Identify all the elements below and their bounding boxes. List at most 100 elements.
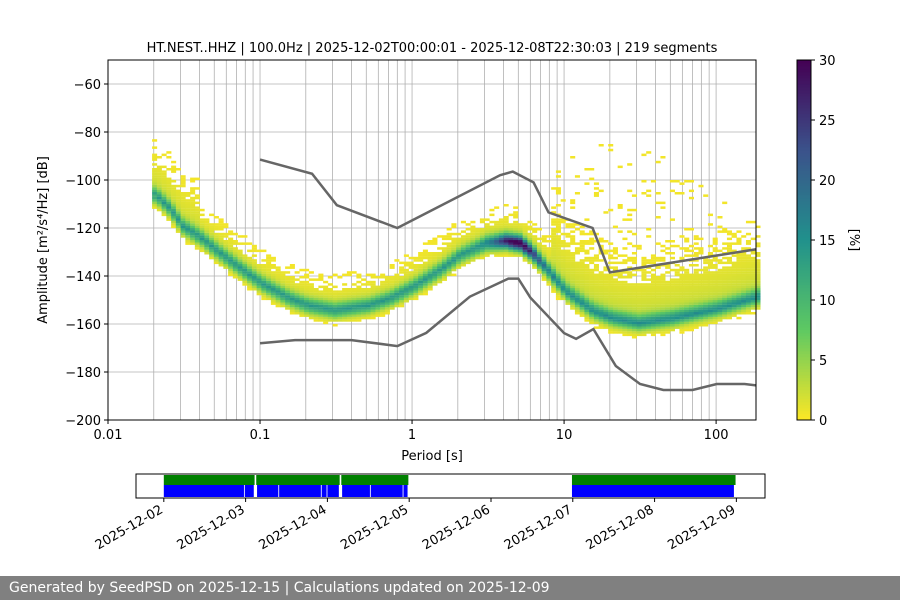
colorbar-tick-label: 25 bbox=[819, 114, 836, 129]
psd-cell bbox=[636, 309, 642, 313]
psd-cell bbox=[612, 268, 618, 272]
psd-cell bbox=[237, 254, 243, 257]
psd-cell bbox=[707, 297, 713, 301]
psd-cell bbox=[688, 180, 694, 183]
psd-cell bbox=[403, 288, 409, 291]
psd-cell bbox=[251, 268, 257, 272]
psd-cell bbox=[199, 235, 205, 238]
psd-cell bbox=[327, 283, 333, 286]
psd-cell bbox=[513, 223, 519, 226]
psd-cell bbox=[589, 276, 595, 279]
psd-cell bbox=[218, 259, 224, 262]
psd-cell bbox=[285, 271, 291, 274]
psd-cell bbox=[327, 290, 333, 293]
psd-cell bbox=[693, 321, 699, 325]
psd-cell bbox=[631, 321, 637, 325]
psd-cell bbox=[703, 194, 709, 197]
psd-cell bbox=[603, 285, 609, 289]
y-axis-label: Amplitude [m²/s⁴/Hz] [dB] bbox=[36, 156, 51, 324]
psd-cell bbox=[589, 319, 595, 322]
psd-cell bbox=[736, 304, 742, 308]
psd-cell bbox=[503, 225, 509, 229]
psd-cell bbox=[456, 240, 462, 243]
psd-cell bbox=[384, 292, 390, 296]
psd-cell bbox=[736, 309, 742, 313]
psd-cell bbox=[270, 259, 276, 262]
psd-cell bbox=[655, 314, 661, 317]
psd-cell bbox=[598, 295, 604, 298]
psd-cell bbox=[593, 280, 599, 284]
psd-cell bbox=[603, 316, 609, 320]
chart-title: HT.NEST..HHZ | 100.0Hz | 2025-12-02T00:0… bbox=[147, 41, 718, 56]
psd-cell bbox=[470, 249, 476, 253]
psd-cell bbox=[741, 259, 747, 262]
psd-cell bbox=[266, 266, 272, 269]
psd-cell bbox=[437, 280, 443, 284]
psd-cell bbox=[194, 220, 200, 224]
psd-segment-bar bbox=[571, 485, 734, 497]
psd-cell bbox=[717, 288, 723, 291]
psd-cell bbox=[584, 271, 590, 274]
psd-cell bbox=[384, 297, 390, 301]
psd-cell bbox=[209, 225, 215, 229]
psd-cell bbox=[422, 264, 428, 267]
psd-cell bbox=[622, 276, 628, 279]
psd-cell bbox=[313, 292, 319, 296]
psd-cell bbox=[261, 278, 267, 281]
psd-cell bbox=[703, 285, 709, 289]
psd-cell bbox=[612, 273, 618, 277]
psd-cell bbox=[726, 261, 732, 265]
psd-cell bbox=[171, 192, 177, 195]
psd-cell bbox=[693, 304, 699, 308]
colorbar-swatch bbox=[797, 393, 811, 397]
psd-cell bbox=[194, 223, 200, 226]
psd-cell bbox=[199, 249, 205, 253]
psd-cell bbox=[256, 273, 262, 277]
psd-cell bbox=[161, 213, 167, 217]
psd-cell bbox=[294, 297, 300, 301]
psd-cell bbox=[570, 240, 576, 243]
psd-cell bbox=[665, 288, 671, 291]
psd-cell bbox=[247, 288, 253, 291]
psd-cell bbox=[408, 283, 414, 286]
psd-cell bbox=[503, 220, 509, 224]
colorbar-swatch bbox=[797, 345, 811, 349]
psd-cell bbox=[427, 261, 433, 265]
colorbar-swatch bbox=[797, 342, 811, 346]
psd-cell bbox=[655, 283, 661, 286]
psd-cell bbox=[598, 283, 604, 286]
psd-cell bbox=[190, 187, 196, 190]
psd-cell bbox=[693, 295, 699, 298]
psd-cell bbox=[679, 309, 685, 313]
psd-cell bbox=[304, 290, 310, 293]
psd-cell bbox=[185, 199, 191, 202]
psd-cell bbox=[707, 309, 713, 313]
psd-cell bbox=[551, 228, 557, 231]
psd-cell bbox=[631, 336, 637, 339]
psd-cell bbox=[589, 242, 595, 245]
psd-cell bbox=[546, 280, 552, 284]
psd-cell bbox=[356, 295, 362, 298]
psd-cell bbox=[546, 264, 552, 267]
psd-cell bbox=[698, 312, 704, 315]
psd-cell bbox=[641, 283, 647, 286]
psd-cell bbox=[318, 314, 324, 317]
psd-cell bbox=[745, 266, 751, 269]
psd-cell bbox=[608, 288, 614, 291]
psd-cell bbox=[726, 266, 732, 269]
colorbar-swatch bbox=[797, 81, 811, 85]
psd-cell bbox=[370, 297, 376, 301]
psd-cell bbox=[617, 230, 623, 233]
psd-cell bbox=[422, 254, 428, 257]
psd-cell bbox=[684, 302, 690, 305]
psd-cell bbox=[180, 218, 186, 221]
psd-cell bbox=[665, 240, 671, 243]
psd-cell bbox=[679, 285, 685, 289]
psd-cell bbox=[308, 285, 314, 289]
psd-cell bbox=[185, 235, 191, 238]
psd-cell bbox=[707, 295, 713, 298]
psd-cell bbox=[356, 273, 362, 277]
psd-cell bbox=[513, 249, 519, 253]
psd-cell bbox=[631, 256, 637, 260]
